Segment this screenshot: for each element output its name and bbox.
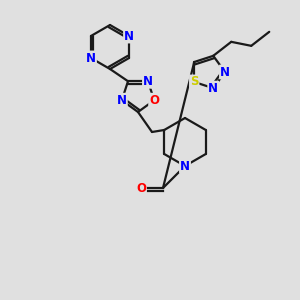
- Text: N: N: [117, 94, 127, 107]
- Text: N: N: [143, 75, 153, 88]
- Text: N: N: [180, 160, 190, 172]
- Text: S: S: [190, 76, 199, 88]
- Text: N: N: [124, 29, 134, 43]
- Text: O: O: [149, 94, 159, 107]
- Text: N: N: [86, 52, 96, 64]
- Text: N: N: [220, 65, 230, 79]
- Text: O: O: [136, 182, 146, 194]
- Text: N: N: [208, 82, 218, 95]
